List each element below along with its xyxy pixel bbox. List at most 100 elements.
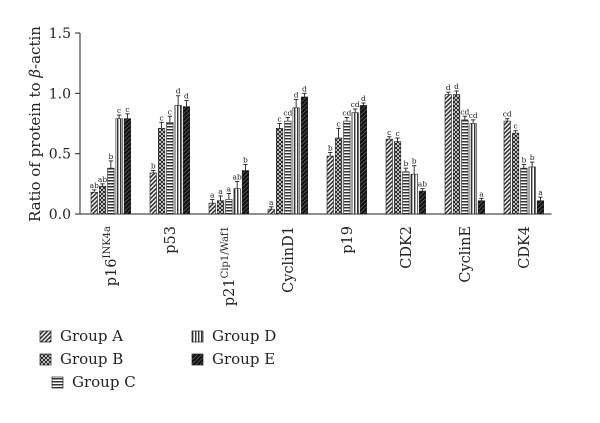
bar-p21-group-b xyxy=(217,200,225,215)
significance-label: ab xyxy=(98,175,107,184)
significance-label: b xyxy=(521,156,526,165)
bar-p16-group-a xyxy=(90,191,98,215)
bar-cyclind1-group-e xyxy=(300,96,309,215)
legend-swatch-group-b xyxy=(39,353,52,366)
bar-cyclind1-group-a xyxy=(267,208,275,215)
bar-p19-group-d xyxy=(351,112,359,215)
significance-label: d xyxy=(361,94,366,103)
significance-label: cd xyxy=(469,111,478,120)
bar-cdk4-group-d xyxy=(528,166,536,215)
significance-label: a xyxy=(210,191,215,200)
significance-label: b xyxy=(328,143,333,152)
bar-p19-group-c xyxy=(343,120,351,215)
y-tick-label: 1.0 xyxy=(49,86,71,102)
legend-label-group-d: Group D xyxy=(212,327,276,345)
significance-label: cd xyxy=(283,108,292,117)
bar-p53-group-a xyxy=(149,172,157,215)
bar-cyclind1-group-b xyxy=(275,128,284,215)
bar-cdk2-group-d xyxy=(410,173,418,215)
category-label-p21: p21Cip1/Waf1 xyxy=(220,226,238,306)
bar-cdk2-group-e xyxy=(418,190,427,215)
bar-cycline-group-d xyxy=(469,123,477,215)
significance-label: ab xyxy=(233,172,242,181)
category-label-p53: p53 xyxy=(163,226,179,254)
legend-label-group-a: Group A xyxy=(60,327,123,345)
significance-label: c xyxy=(125,105,129,114)
y-tick-label: 0.0 xyxy=(49,207,71,223)
significance-label: d xyxy=(446,83,451,92)
significance-label: b xyxy=(530,153,535,162)
legend-label-group-c: Group C xyxy=(72,373,136,391)
significance-label: c xyxy=(336,119,340,128)
bar-p16-group-d xyxy=(115,118,123,215)
significance-label: ab xyxy=(418,180,427,189)
significance-label: c xyxy=(159,113,163,122)
significance-label: b xyxy=(403,159,408,168)
significance-label: a xyxy=(269,198,274,207)
significance-label: b xyxy=(151,162,156,171)
bar-cdk2-group-c xyxy=(402,171,410,215)
bar-p21-group-a xyxy=(208,202,216,215)
category-label-cyclind1: CyclinD1 xyxy=(281,226,297,293)
category-label-cdk4: CDK4 xyxy=(517,226,533,269)
legend-swatch-group-c xyxy=(51,376,64,389)
bar-p21-group-e xyxy=(241,170,249,215)
significance-label: d xyxy=(454,82,459,91)
significance-label: d xyxy=(302,84,307,93)
y-tick-label: 0.5 xyxy=(49,147,71,163)
category-label-cycline: CyclinE xyxy=(458,226,474,283)
bar-p53-group-d xyxy=(174,105,182,215)
significance-label: cd xyxy=(342,108,351,117)
significance-label: cd xyxy=(503,110,512,119)
significance-label: a xyxy=(227,184,232,193)
bar-p53-group-e xyxy=(182,106,190,215)
bar-p53-group-b xyxy=(158,128,166,215)
bar-p16-group-b xyxy=(99,185,107,215)
category-labels: p16INK4a p53 p21Cip1/Waf1 CyclinD1 p19 CDK2 Cy… xyxy=(102,226,533,306)
legend-swatch-group-a xyxy=(39,330,52,343)
bar-p21-group-d xyxy=(233,188,241,215)
significance-label: a xyxy=(538,188,543,197)
bar-cyclind1-group-d xyxy=(292,107,300,215)
significance-label: c xyxy=(277,115,281,124)
bar-p19-group-e xyxy=(359,105,368,215)
significance-label: cd xyxy=(351,100,360,109)
significance-label: cd xyxy=(460,107,469,116)
category-label-p19: p19 xyxy=(340,226,356,254)
bar-cdk2-group-a xyxy=(385,138,393,215)
legend: Group A Group B Group C Group D Group E xyxy=(39,327,276,391)
significance-label: c xyxy=(117,106,121,115)
significance-label: b xyxy=(243,156,248,165)
bar-cdk4-group-e xyxy=(536,200,545,215)
significance-label: a xyxy=(479,189,484,198)
bar-p16-group-e xyxy=(123,118,131,215)
significance-label: c xyxy=(395,129,399,138)
bar-p53-group-c xyxy=(166,121,174,215)
bar-cycline-group-c xyxy=(461,119,469,215)
bar-p16-group-c xyxy=(107,167,115,215)
y-axis-label: Ratio of protein to β-actin xyxy=(26,26,44,222)
significance-label: c xyxy=(513,122,517,131)
bar-cdk4-group-c xyxy=(520,167,528,215)
legend-swatch-group-d xyxy=(191,330,204,343)
bar-cdk4-group-a xyxy=(503,120,511,215)
bar-cycline-group-a xyxy=(444,94,452,215)
bar-cycline-group-b xyxy=(452,94,461,215)
significance-label: d xyxy=(176,87,181,96)
legend-swatch-group-e xyxy=(191,353,204,366)
significance-label: c xyxy=(387,128,391,137)
bar-cdk2-group-b xyxy=(393,141,402,215)
legend-label-group-e: Group E xyxy=(212,350,275,368)
bar-p21-group-c xyxy=(225,199,233,215)
significance-label: a xyxy=(218,187,223,196)
significance-label: b xyxy=(412,157,417,166)
bar-p19-group-a xyxy=(326,155,334,215)
bar-cyclind1-group-c xyxy=(284,120,292,215)
category-label-p16: p16INK4a xyxy=(102,226,120,286)
legend-label-group-b: Group B xyxy=(60,350,123,368)
bar-cycline-group-e xyxy=(477,200,486,215)
significance-label: d xyxy=(184,92,189,101)
y-tick-label: 1.5 xyxy=(49,26,71,42)
significance-label: c xyxy=(168,107,172,116)
